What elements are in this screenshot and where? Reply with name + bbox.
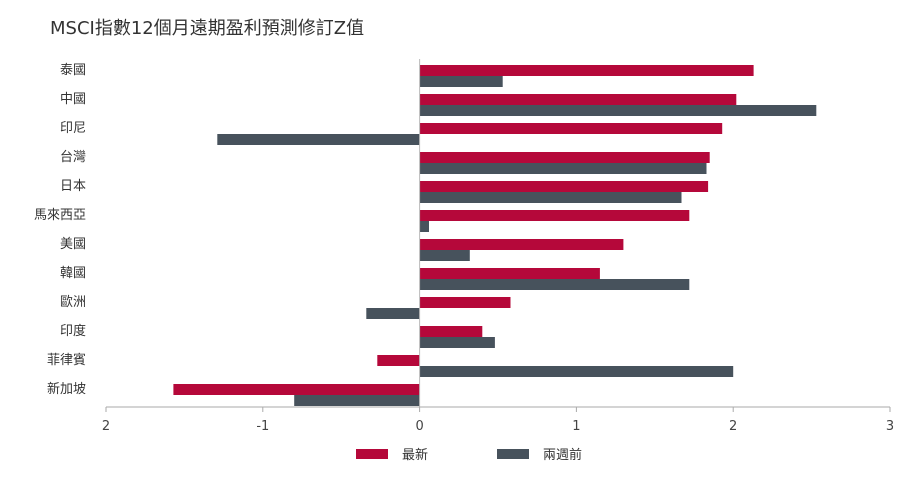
bar-latest-3 xyxy=(419,152,710,163)
category-label: 印尼 xyxy=(60,121,86,136)
bar-two-weeks-ago-6 xyxy=(419,250,470,261)
category-label: 中國 xyxy=(60,92,86,107)
bar-two-weeks-ago-3 xyxy=(419,163,707,174)
x-tick-label: 1 xyxy=(572,419,580,434)
bar-two-weeks-ago-2 xyxy=(217,134,420,145)
category-label: 韓國 xyxy=(60,266,86,281)
category-label: 菲律賓 xyxy=(47,352,86,368)
category-label: 台灣 xyxy=(60,150,86,165)
chart-title: MSCI指數12個月遠期盈利預測修訂Z值 xyxy=(50,18,365,39)
bar-two-weeks-ago-4 xyxy=(419,192,682,203)
x-tick-label: 2 xyxy=(729,419,737,434)
bar-latest-11 xyxy=(173,384,420,395)
bar-two-weeks-ago-8 xyxy=(366,308,420,319)
category-label: 泰國 xyxy=(60,63,86,78)
bar-latest-5 xyxy=(419,210,690,221)
legend-label-latest: 最新 xyxy=(402,447,428,463)
x-tick-label: 2 xyxy=(102,419,110,434)
bar-latest-8 xyxy=(419,297,511,308)
bar-latest-7 xyxy=(419,268,600,279)
bar-two-weeks-ago-11 xyxy=(294,395,420,406)
x-tick-label: -1 xyxy=(256,419,269,434)
bar-two-weeks-ago-1 xyxy=(419,105,817,116)
bar-latest-2 xyxy=(419,123,723,134)
bar-two-weeks-ago-10 xyxy=(419,366,734,377)
category-label: 印度 xyxy=(60,323,86,339)
bar-two-weeks-ago-9 xyxy=(419,337,495,348)
bar-latest-9 xyxy=(419,326,483,337)
bar-latest-4 xyxy=(419,181,709,192)
bar-latest-1 xyxy=(419,94,737,105)
legend-swatch-two-weeks-ago xyxy=(497,449,529,459)
bar-latest-10 xyxy=(377,355,420,366)
category-label: 歐洲 xyxy=(60,295,86,310)
bar-two-weeks-ago-5 xyxy=(419,221,429,232)
bar-two-weeks-ago-0 xyxy=(419,76,503,87)
legend-label-two-weeks-ago: 兩週前 xyxy=(543,447,582,463)
x-tick-label: 0 xyxy=(415,419,423,434)
category-label: 日本 xyxy=(60,179,86,194)
bar-latest-0 xyxy=(419,65,754,76)
bar-latest-6 xyxy=(419,239,624,250)
category-label: 馬來西亞 xyxy=(34,208,86,223)
bar-two-weeks-ago-7 xyxy=(419,279,690,290)
legend-swatch-latest xyxy=(356,449,388,459)
category-label: 美國 xyxy=(60,237,86,252)
category-label: 新加坡 xyxy=(47,381,86,397)
x-tick-label: 3 xyxy=(886,419,894,434)
